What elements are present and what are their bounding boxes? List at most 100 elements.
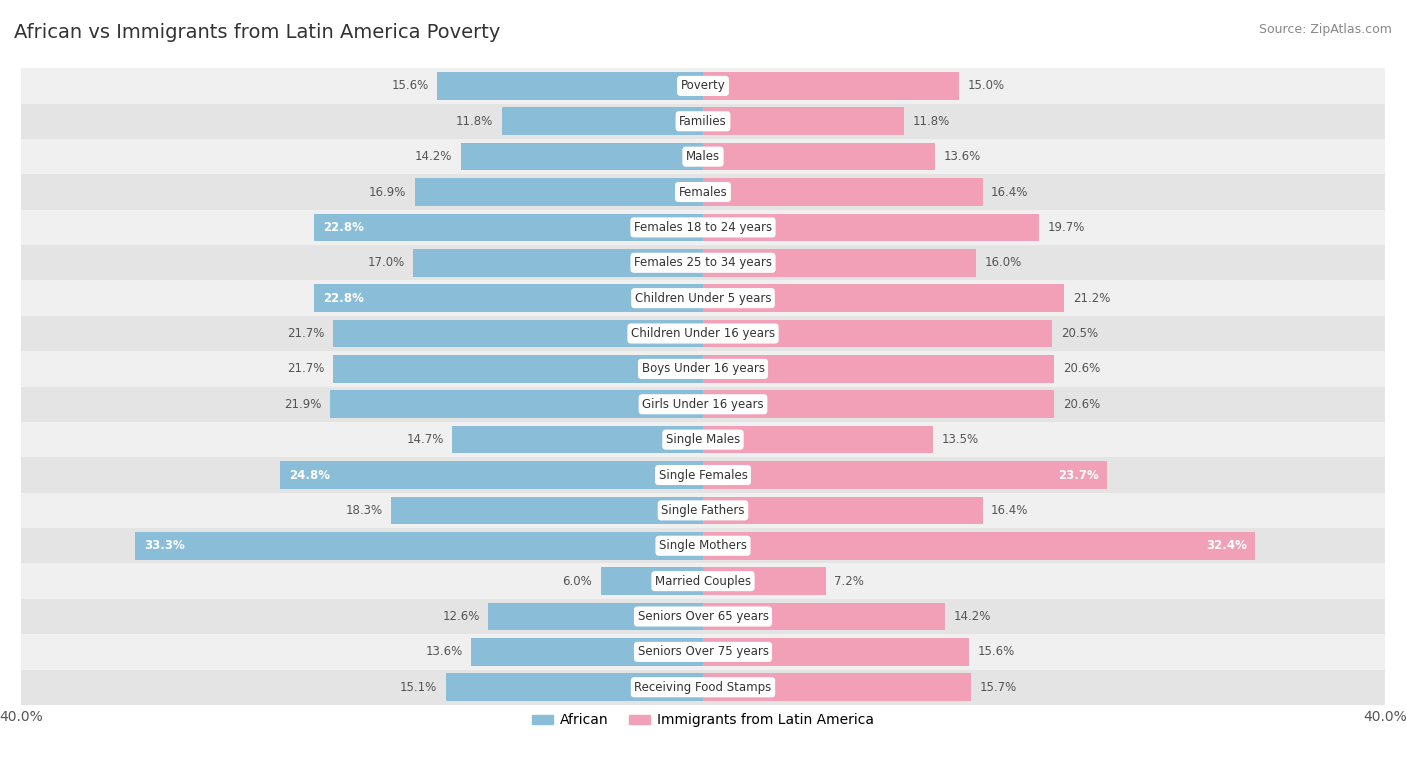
Bar [329, 390, 703, 418]
Bar [21, 139, 1385, 174]
Text: 13.6%: 13.6% [943, 150, 980, 163]
Text: 15.6%: 15.6% [391, 80, 429, 92]
Bar [703, 673, 970, 701]
Text: 19.7%: 19.7% [1047, 221, 1085, 234]
Bar [703, 603, 945, 631]
Text: 17.0%: 17.0% [367, 256, 405, 269]
Text: 23.7%: 23.7% [1057, 468, 1098, 481]
Bar [703, 214, 1039, 241]
Bar [21, 634, 1385, 669]
Text: Children Under 5 years: Children Under 5 years [634, 292, 772, 305]
Bar [21, 351, 1385, 387]
Text: Females 25 to 34 years: Females 25 to 34 years [634, 256, 772, 269]
Bar [703, 638, 969, 666]
Bar [21, 68, 1385, 104]
Bar [21, 210, 1385, 245]
Bar [453, 426, 703, 453]
Text: Receiving Food Stamps: Receiving Food Stamps [634, 681, 772, 694]
Bar [703, 320, 1053, 347]
Text: 20.6%: 20.6% [1063, 362, 1099, 375]
Text: 32.4%: 32.4% [1206, 539, 1247, 553]
Text: 16.4%: 16.4% [991, 186, 1028, 199]
Bar [21, 104, 1385, 139]
Text: Seniors Over 75 years: Seniors Over 75 years [637, 645, 769, 659]
Text: 12.6%: 12.6% [443, 610, 479, 623]
Bar [21, 387, 1385, 422]
Text: 18.3%: 18.3% [346, 504, 382, 517]
Bar [437, 72, 703, 100]
Bar [703, 249, 976, 277]
Text: 7.2%: 7.2% [834, 575, 865, 587]
Text: 20.5%: 20.5% [1062, 327, 1098, 340]
Bar [488, 603, 703, 631]
Text: 14.7%: 14.7% [406, 433, 444, 446]
Bar [471, 638, 703, 666]
Text: 15.6%: 15.6% [977, 645, 1015, 659]
Text: 11.8%: 11.8% [912, 114, 950, 128]
Bar [21, 457, 1385, 493]
Bar [502, 108, 703, 135]
Bar [21, 599, 1385, 634]
Text: 21.7%: 21.7% [287, 362, 325, 375]
Text: 16.9%: 16.9% [368, 186, 406, 199]
Bar [703, 355, 1054, 383]
Text: Females: Females [679, 186, 727, 199]
Text: Boys Under 16 years: Boys Under 16 years [641, 362, 765, 375]
Bar [315, 284, 703, 312]
Text: 20.6%: 20.6% [1063, 398, 1099, 411]
Legend: African, Immigrants from Latin America: African, Immigrants from Latin America [526, 708, 880, 733]
Bar [21, 316, 1385, 351]
Text: Children Under 16 years: Children Under 16 years [631, 327, 775, 340]
Text: Source: ZipAtlas.com: Source: ZipAtlas.com [1258, 23, 1392, 36]
Text: 6.0%: 6.0% [562, 575, 592, 587]
Bar [703, 72, 959, 100]
Bar [703, 461, 1107, 489]
Text: Poverty: Poverty [681, 80, 725, 92]
Text: 21.2%: 21.2% [1073, 292, 1111, 305]
Bar [21, 528, 1385, 563]
Text: 22.8%: 22.8% [323, 221, 364, 234]
Bar [703, 284, 1064, 312]
Bar [21, 493, 1385, 528]
Text: Females 18 to 24 years: Females 18 to 24 years [634, 221, 772, 234]
Bar [333, 320, 703, 347]
Text: Married Couples: Married Couples [655, 575, 751, 587]
Bar [600, 567, 703, 595]
Bar [703, 567, 825, 595]
Bar [703, 532, 1256, 559]
Bar [703, 390, 1054, 418]
Text: Single Fathers: Single Fathers [661, 504, 745, 517]
Text: 15.1%: 15.1% [399, 681, 437, 694]
Text: Seniors Over 65 years: Seniors Over 65 years [637, 610, 769, 623]
Text: 15.7%: 15.7% [979, 681, 1017, 694]
Text: 24.8%: 24.8% [288, 468, 330, 481]
Text: Girls Under 16 years: Girls Under 16 years [643, 398, 763, 411]
Text: 21.9%: 21.9% [284, 398, 321, 411]
Bar [21, 174, 1385, 210]
Text: African vs Immigrants from Latin America Poverty: African vs Immigrants from Latin America… [14, 23, 501, 42]
Bar [415, 178, 703, 206]
Bar [333, 355, 703, 383]
Bar [413, 249, 703, 277]
Bar [21, 669, 1385, 705]
Bar [703, 108, 904, 135]
Bar [280, 461, 703, 489]
Text: 21.7%: 21.7% [287, 327, 325, 340]
Bar [461, 143, 703, 171]
Text: Families: Families [679, 114, 727, 128]
Text: Males: Males [686, 150, 720, 163]
Bar [21, 563, 1385, 599]
Bar [315, 214, 703, 241]
Bar [703, 496, 983, 525]
Text: 14.2%: 14.2% [415, 150, 453, 163]
Text: 11.8%: 11.8% [456, 114, 494, 128]
Bar [703, 426, 934, 453]
Text: 22.8%: 22.8% [323, 292, 364, 305]
Bar [21, 422, 1385, 457]
Text: 13.6%: 13.6% [426, 645, 463, 659]
Text: Single Females: Single Females [658, 468, 748, 481]
Bar [391, 496, 703, 525]
Bar [703, 143, 935, 171]
Bar [703, 178, 983, 206]
Bar [135, 532, 703, 559]
